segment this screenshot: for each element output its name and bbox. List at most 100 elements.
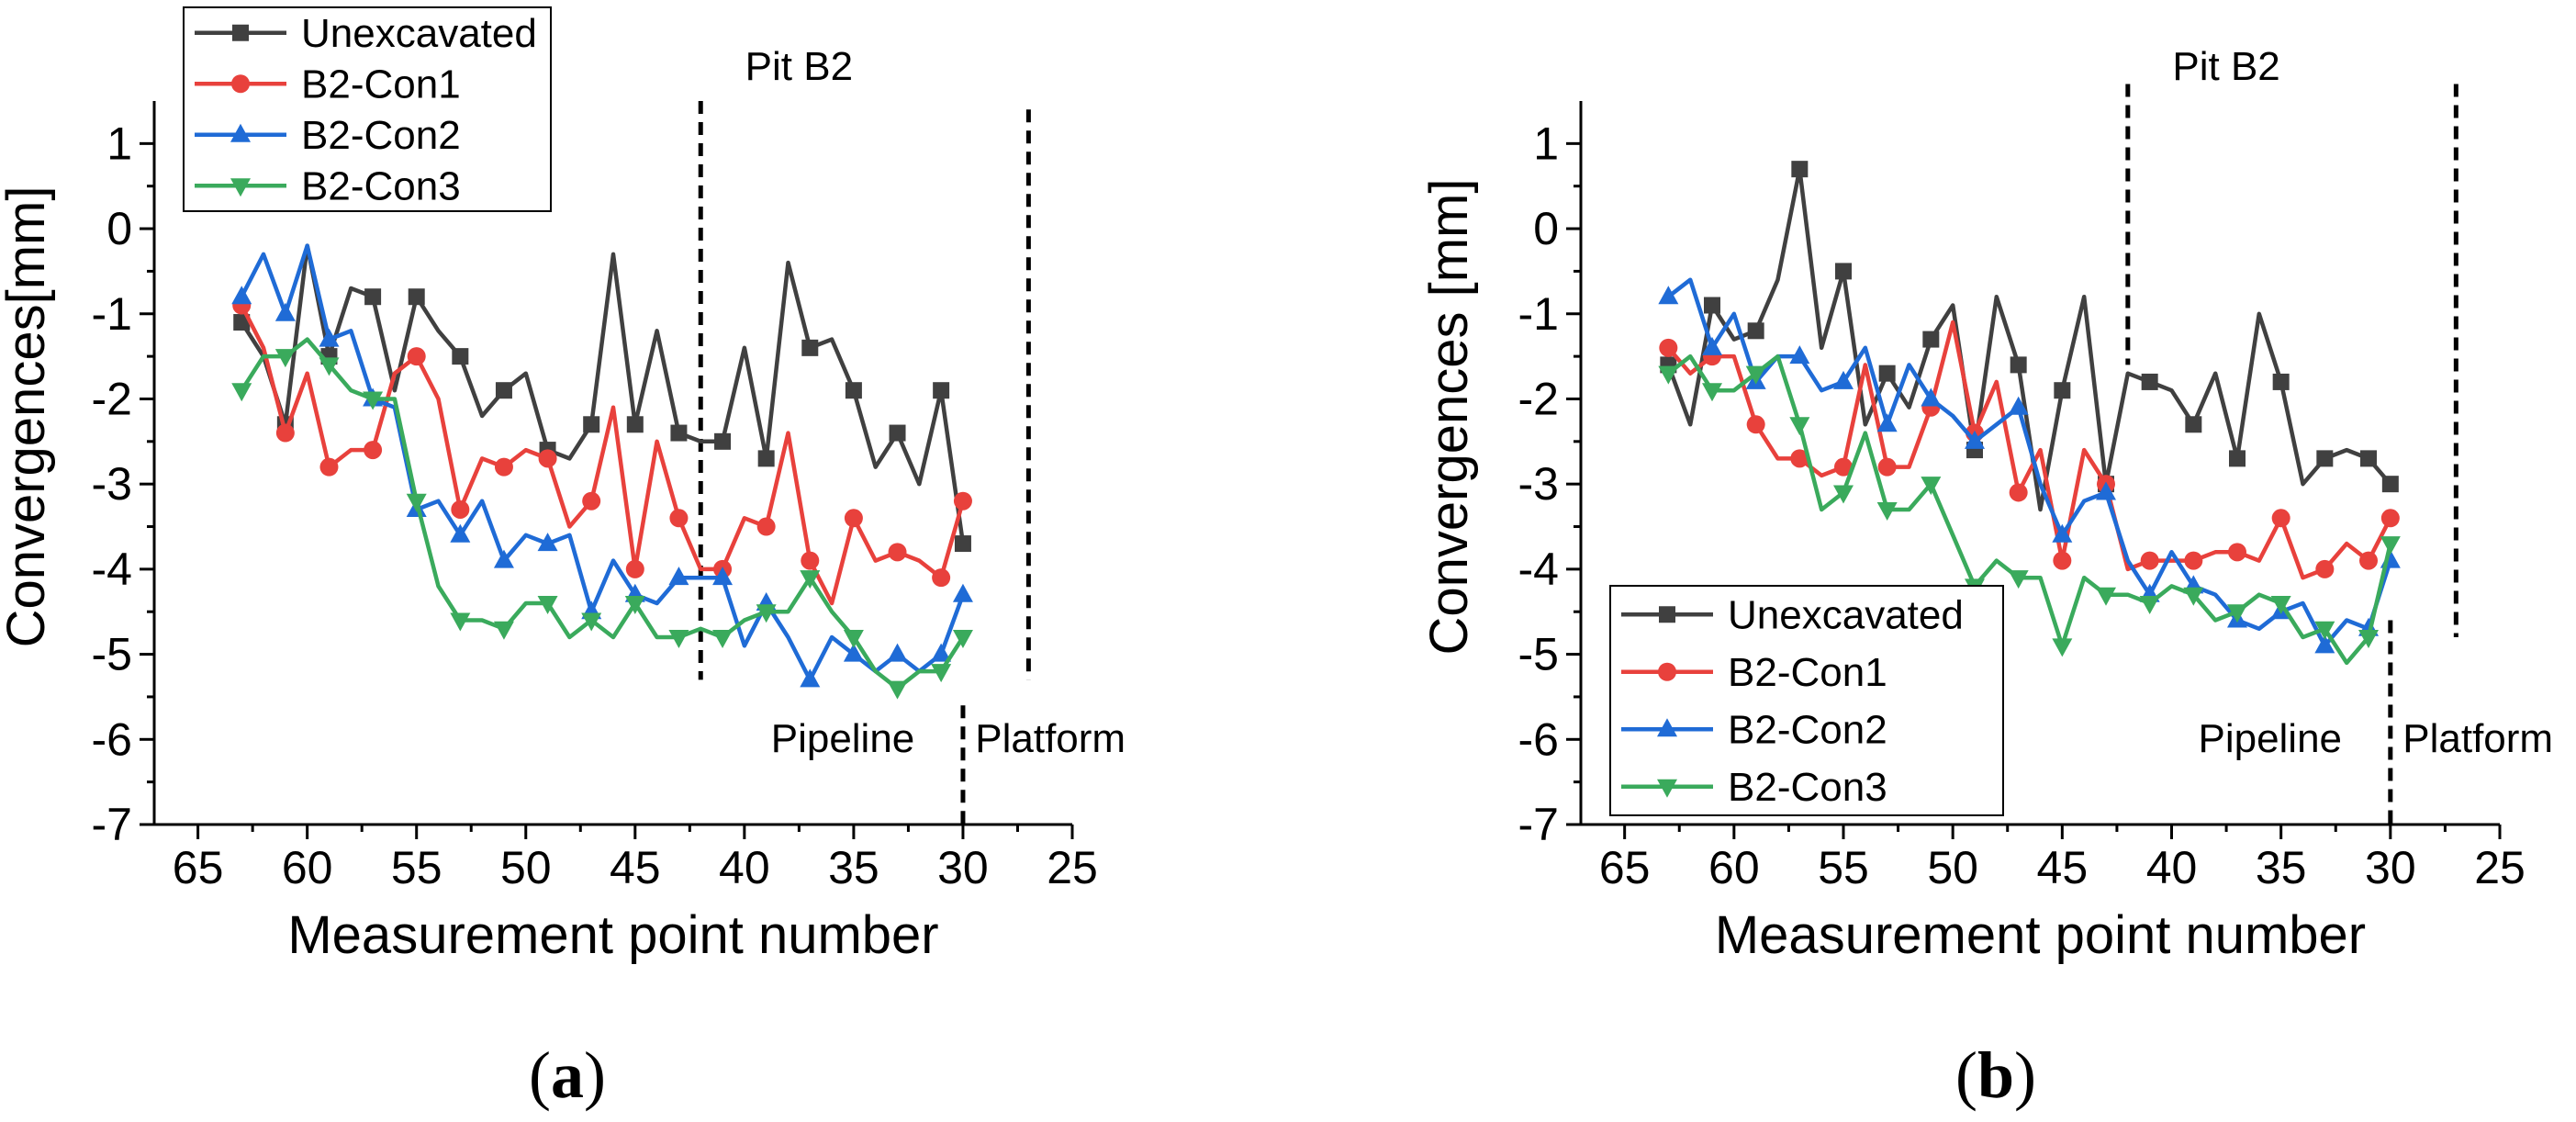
- y-tick-label: -5: [92, 629, 132, 680]
- data-point: [406, 493, 427, 512]
- data-point: [363, 391, 384, 410]
- data-point: [2008, 570, 2029, 589]
- x-tick-label: 65: [173, 842, 224, 893]
- data-point: [889, 424, 906, 442]
- data-point: [1702, 383, 1722, 402]
- data-point: [1702, 336, 1722, 355]
- legend-label: B2-Con2: [1728, 707, 1887, 752]
- data-point: [2359, 551, 2378, 570]
- data-point: [2185, 416, 2202, 433]
- data-point: [1877, 457, 1897, 477]
- data-point: [1658, 365, 1679, 385]
- data-point: [624, 595, 645, 614]
- x-tick-label: 35: [2256, 842, 2307, 893]
- y-tick-label: 1: [106, 118, 132, 169]
- data-point: [800, 570, 821, 589]
- data-point: [952, 583, 973, 602]
- x-axis-label: Measurement point number: [1715, 905, 2366, 965]
- legend-label: B2-Con3: [1728, 765, 1887, 810]
- legend-marker: [1658, 662, 1676, 681]
- data-point: [952, 630, 973, 649]
- chart-a: 1 0 -1 -2 -3 -4 -5 -6 -7 65 60 55 50 45 40 35 30 25 Measur…: [0, 6, 1126, 965]
- data-point: [2139, 595, 2160, 614]
- y-tick-label: -3: [92, 458, 132, 510]
- x-tick-label: 30: [2365, 842, 2416, 893]
- y-tick-label: -2: [1518, 373, 1559, 424]
- data-point: [2184, 551, 2203, 570]
- y-tick-label: -7: [1518, 799, 1559, 850]
- x-tick-label: 55: [1818, 842, 1869, 893]
- x-tick-label: 65: [1599, 842, 1651, 893]
- data-point: [801, 551, 820, 570]
- data-point: [888, 543, 907, 562]
- legend-box: [1609, 585, 2004, 816]
- series-B2-Con3: [1658, 353, 2401, 666]
- y-tick-label: -1: [92, 288, 132, 340]
- data-point: [670, 424, 688, 442]
- data-point: [319, 457, 339, 477]
- series-line: [1666, 277, 2392, 648]
- data-point: [712, 567, 734, 586]
- data-point: [1833, 485, 1854, 504]
- data-point: [668, 567, 689, 586]
- data-point: [756, 604, 777, 623]
- panel-letter-a: a: [551, 1038, 584, 1112]
- legend-marker: [231, 74, 250, 94]
- data-point: [2054, 382, 2071, 399]
- x-tick-label: 50: [1927, 842, 1978, 893]
- data-point: [1790, 449, 1809, 468]
- data-point: [451, 499, 470, 519]
- data-point: [1704, 297, 1720, 314]
- series-line: [240, 337, 965, 690]
- data-point: [931, 643, 952, 662]
- series-B2-Con1: [1659, 320, 2400, 580]
- y-tick-label: -6: [92, 713, 132, 765]
- series-line: [240, 243, 966, 682]
- data-point: [756, 517, 776, 536]
- data-point: [493, 621, 514, 640]
- data-point: [953, 491, 972, 511]
- data-point: [1878, 365, 1896, 382]
- data-point: [2381, 476, 2399, 493]
- annotation-label: Platform: [2402, 716, 2553, 761]
- data-point: [933, 382, 950, 399]
- data-point: [364, 441, 383, 460]
- data-point: [408, 288, 425, 306]
- x-tick-label: 30: [937, 842, 989, 893]
- x-tick-label: 45: [610, 842, 661, 893]
- series-line: [1666, 320, 2392, 580]
- data-point: [2380, 536, 2401, 555]
- data-point: [2227, 604, 2247, 623]
- data-point: [493, 549, 514, 568]
- data-point: [1745, 365, 1766, 385]
- data-point: [1835, 263, 1852, 280]
- y-tick-label: -6: [1518, 713, 1559, 765]
- data-point: [275, 423, 295, 443]
- annotation-label: Pit B2: [2172, 44, 2279, 89]
- series-Unexcavated: [233, 243, 971, 553]
- data-point: [364, 288, 382, 306]
- data-point: [625, 559, 644, 578]
- data-point: [233, 314, 251, 331]
- legend-marker: [230, 178, 251, 197]
- data-point: [1876, 413, 1898, 432]
- series-line: [240, 304, 966, 606]
- data-point: [932, 568, 951, 588]
- legend-marker: [230, 123, 251, 142]
- series-line: [1666, 353, 2392, 666]
- data-point: [2010, 356, 2027, 374]
- annotation-label: Pipeline: [2198, 716, 2342, 761]
- annotation-label: Pipeline: [771, 716, 915, 761]
- x-tick-label: 40: [719, 842, 770, 893]
- legend-marker: [1659, 606, 1675, 623]
- data-point: [2008, 396, 2029, 415]
- data-point: [581, 612, 602, 632]
- data-point: [845, 382, 862, 399]
- data-point: [452, 348, 469, 365]
- data-point: [844, 509, 863, 528]
- data-point: [1965, 430, 1985, 449]
- data-point: [2052, 523, 2073, 543]
- data-point: [669, 509, 689, 528]
- data-point: [537, 533, 558, 552]
- panel-label-b: (b): [1955, 1038, 2036, 1112]
